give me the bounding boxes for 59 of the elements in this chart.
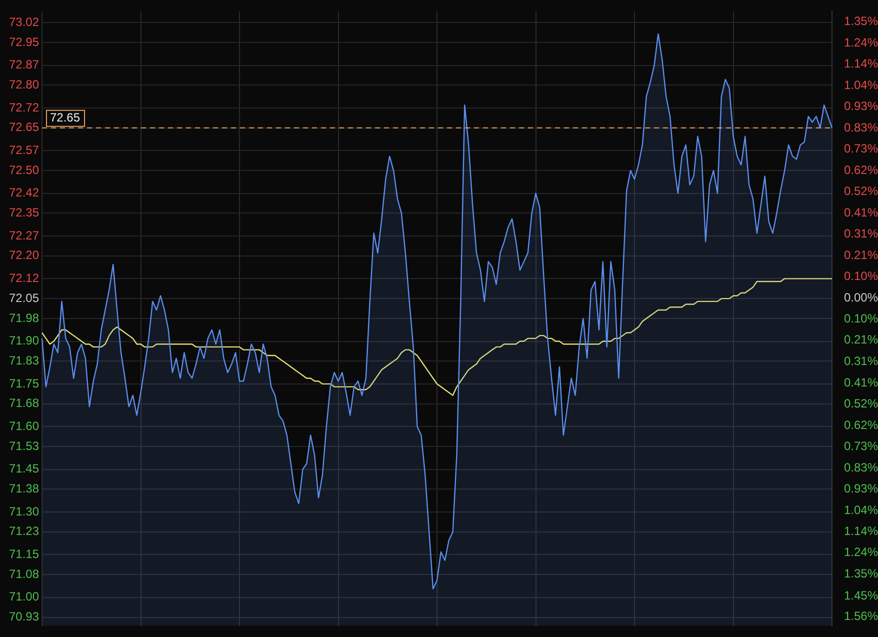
y2-tick-label: 0.52% [844, 396, 878, 411]
y-tick-label: 71.60 [8, 418, 40, 433]
y2-tick-label: 0.10% [844, 312, 878, 326]
y-tick-label: 72.12 [8, 270, 40, 285]
y2-tick-label: 1.04% [844, 78, 878, 92]
y2-tick-label: 1.04% [844, 502, 878, 517]
y2-tick-label: 1.14% [844, 56, 878, 71]
y-tick-label: 72.20 [8, 248, 40, 262]
y2-tick-label: 0.21% [844, 248, 878, 262]
y2-tick-label: 0.41% [844, 375, 878, 390]
y-tick-label: 72.27 [8, 228, 40, 242]
y-tick-label: 71.90 [8, 334, 40, 348]
y2-tick-label: 0.31% [844, 354, 878, 368]
y-tick-label: 72.65 [8, 120, 40, 134]
y2-tick-label: 0.73% [844, 439, 878, 454]
y2-tick-label: 0.10% [844, 269, 878, 284]
y2-tick-label: 1.56% [844, 609, 878, 624]
y-tick-label: 71.83 [8, 353, 40, 368]
y-tick-label: 72.35 [8, 206, 40, 220]
y2-tick-label: 0.41% [844, 205, 878, 220]
y-tick-label: 71.98 [8, 310, 40, 325]
y2-tick-label: 1.14% [844, 524, 878, 538]
y2-tick-label: 0.93% [844, 481, 878, 496]
y-tick-label: 73.02 [8, 14, 40, 29]
y2-tick-label: 1.24% [844, 35, 878, 50]
y-tick-label: 71.38 [8, 482, 40, 496]
y-tick-label: 72.42 [8, 186, 40, 200]
y2-tick-label: 0.73% [844, 142, 878, 156]
y-tick-label: 71.45 [8, 462, 40, 476]
y-tick-label: 72.80 [8, 77, 40, 92]
y2-tick-label: 0.62% [844, 162, 878, 177]
y-tick-label: 71.53 [8, 438, 40, 453]
y2-tick-label: 0.83% [844, 460, 878, 474]
y2-tick-label: 1.24% [844, 545, 878, 560]
y2-tick-label: 1.35% [844, 566, 878, 580]
y-tick-label: 71.75 [8, 376, 40, 390]
y-tick-label: 71.08 [8, 566, 40, 581]
y2-tick-label: 0.31% [844, 226, 878, 241]
y2-tick-label: 0.00% [844, 290, 878, 304]
y2-tick-label: 0.93% [844, 99, 878, 114]
y-tick-label: 72.57 [8, 142, 40, 157]
y2-tick-label: 0.21% [844, 332, 878, 347]
y-tick-label: 72.87 [8, 58, 40, 72]
y-tick-label: 72.72 [8, 100, 40, 114]
y2-tick-label: 0.62% [844, 418, 878, 432]
y2-tick-label: 1.35% [844, 14, 878, 28]
y-tick-label: 71.30 [8, 504, 40, 518]
y2-tick-label: 1.45% [844, 588, 878, 602]
y2-tick-label: 0.83% [844, 120, 878, 134]
y-tick-label: 71.68 [8, 396, 40, 410]
y-tick-label: 70.93 [8, 610, 40, 624]
y-tick-label: 71.23 [8, 524, 40, 538]
ref-line-label: 72.65 [50, 110, 80, 125]
y-tick-label: 72.95 [8, 34, 40, 49]
y-tick-label: 72.05 [8, 290, 40, 305]
y-tick-label: 71.15 [8, 546, 40, 561]
y-tick-label: 72.50 [8, 162, 40, 177]
y2-tick-label: 0.52% [844, 184, 878, 198]
y-tick-label: 71.00 [8, 590, 40, 604]
